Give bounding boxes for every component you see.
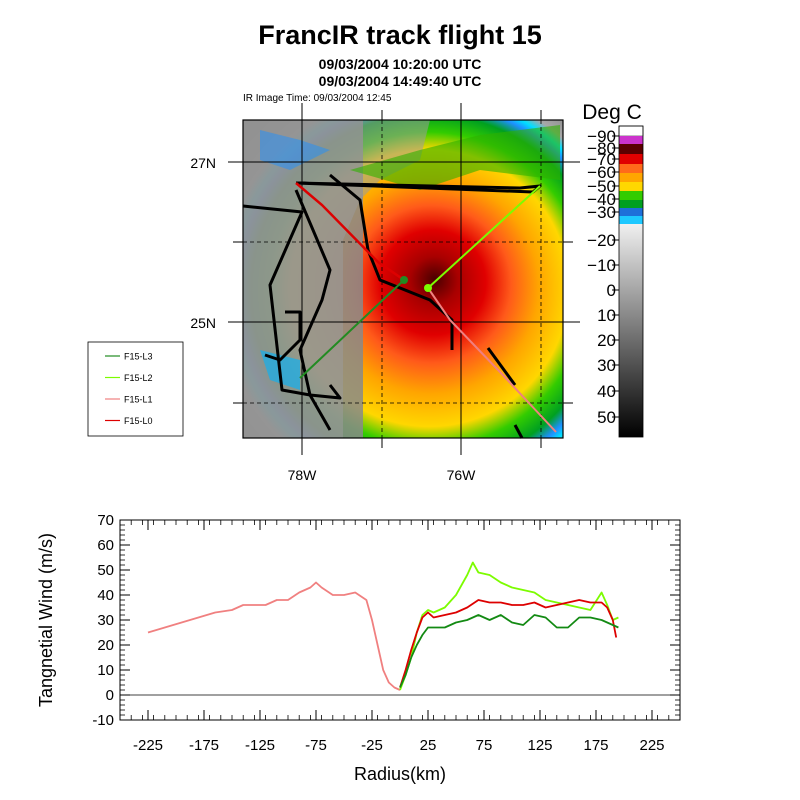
x-tick-label: 125 <box>527 737 552 754</box>
tangential-wind-chart: -225 -175 -125 -75 -25 25 75 125 175 225 -10 0 10 20 3… <box>36 512 681 784</box>
x-tick-label: -125 <box>245 737 275 754</box>
y-axis-label: Tangnetial Wind (m/s) <box>36 533 56 707</box>
colorbar-label: 10 <box>597 306 616 325</box>
track-legend: F15-L3 F15-L2 F15-L1 F15-L0 <box>87 341 184 437</box>
ir-satellite-image <box>243 120 563 438</box>
colorbar-label: 0 <box>607 281 616 300</box>
x-tick-label: 175 <box>583 737 608 754</box>
chart-series <box>147 561 619 691</box>
colorbar-label: −10 <box>587 256 616 275</box>
colorbar-label: 30 <box>597 356 616 375</box>
y-tick-label: 70 <box>97 512 114 529</box>
colorbar-label: −20 <box>587 231 616 250</box>
map-grid <box>243 120 563 438</box>
x-tick-label: 25 <box>420 737 437 754</box>
x-tick-label: -225 <box>133 737 163 754</box>
end-time: 09/03/2004 14:49:40 UTC <box>318 73 482 89</box>
y-tick-label: 10 <box>97 662 114 679</box>
lat-label-25n: 25N <box>190 315 216 331</box>
legend-label-f15-l1: F15-L1 <box>124 395 153 405</box>
series-line-f15-l2 <box>399 561 619 691</box>
colorbar <box>618 125 644 438</box>
colorbar-title: Deg C <box>582 101 642 124</box>
center-marker-l2 <box>424 284 432 292</box>
legend-label-f15-l3: F15-L3 <box>124 352 153 362</box>
start-time: 09/03/2004 10:20:00 UTC <box>318 56 482 72</box>
x-tick-label: 75 <box>476 737 493 754</box>
y-tick-label: 30 <box>97 612 114 629</box>
chart-axis-ticks: -225 -175 -125 -75 -25 25 75 125 175 225 -10 0 10 20 3… <box>92 512 681 754</box>
series-line-f15-l1 <box>147 581 401 691</box>
flight-leg-f15-l2 <box>427 185 541 289</box>
y-tick-label: 20 <box>97 637 114 654</box>
map-frame <box>242 119 564 439</box>
center-marker-l3 <box>400 276 408 284</box>
x-tick-label: 225 <box>639 737 664 754</box>
lon-label-78w: 78W <box>288 467 318 483</box>
colorbar-label: 20 <box>597 331 616 350</box>
y-tick-label: -10 <box>92 712 114 729</box>
y-tick-label: 40 <box>97 587 114 604</box>
lat-label-27n: 27N <box>190 155 216 171</box>
y-tick-label: 60 <box>97 537 114 554</box>
colorbar-label: −90 <box>587 127 616 146</box>
flight-leg-f15-l3 <box>299 279 405 379</box>
x-tick-label: -175 <box>189 737 219 754</box>
colorbar-label: 50 <box>597 408 616 427</box>
x-tick-label: -75 <box>305 737 327 754</box>
flight-leg-f15-l0 <box>295 182 405 282</box>
x-tick-label: -25 <box>361 737 383 754</box>
lon-label-76w: 76W <box>447 467 477 483</box>
colorbar-label: −50 <box>587 177 616 196</box>
colorbar-label: −60 <box>587 163 616 182</box>
colorbar-label: 40 <box>597 382 616 401</box>
map-ticks <box>228 103 580 455</box>
colorbar-label: −70 <box>587 150 616 169</box>
series-line-f15-l3 <box>399 614 619 688</box>
series-line-f15-l0 <box>399 599 618 688</box>
figure-title: FrancIR track flight 15 <box>258 20 542 50</box>
colorbar-label: −30 <box>587 203 616 222</box>
colorbar-label: −80 <box>587 139 616 158</box>
x-axis-label: Radius(km) <box>354 764 446 784</box>
colorbar-label: −40 <box>587 190 616 209</box>
legend-label-f15-l0: F15-L0 <box>124 416 153 426</box>
legend-label-f15-l2: F15-L2 <box>124 373 153 383</box>
y-tick-label: 50 <box>97 562 114 579</box>
y-tick-label: 0 <box>106 687 114 704</box>
colorbar-labels: −90−80−70−60−50−40−30 −20 −10 0 10 20 30 40 50 <box>587 127 619 427</box>
ir-image-time: IR Image Time: 09/03/2004 12:45 <box>243 93 392 104</box>
flight-leg-f15-l1 <box>427 287 557 433</box>
